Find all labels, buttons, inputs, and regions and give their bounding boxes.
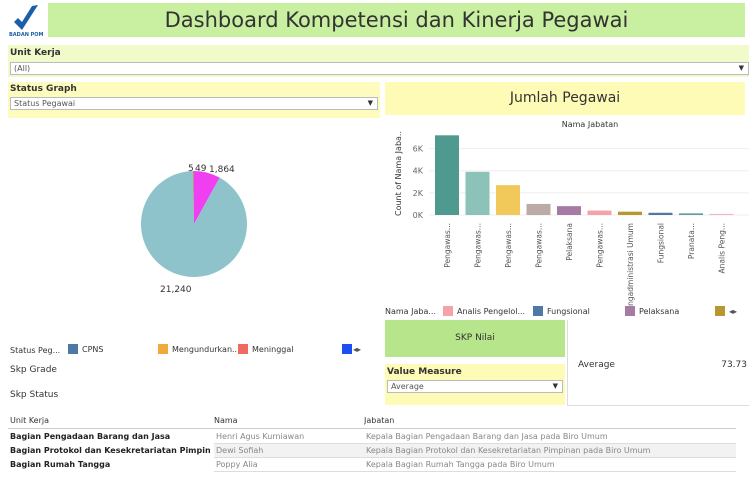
pie-chart: 1,864 21,240 5 49 Status Peg... CPNS Mengundur… [10,164,361,355]
table-cell: Poppy Alia [216,460,258,469]
legend-scroll: ◂▸ [353,345,361,354]
legend-swatch [238,344,248,354]
bar [587,210,612,215]
dropdown[interactable]: (All) ▼ [10,62,749,75]
caret: ▼ [738,64,744,72]
x-tick-label: Fungsional [657,223,666,263]
bar [679,213,703,215]
pie-slice [193,171,194,224]
bar [709,213,734,215]
bar [648,212,673,215]
table-cell: Bagian Protokol dan Kesekretariatan Pimp… [10,446,210,455]
legend-label: Meninggal [252,345,293,354]
bar [618,211,642,215]
bar [435,135,459,215]
y-tick-label: 6K [413,145,424,154]
legend-swatch [68,344,78,354]
row-background [214,444,736,458]
bar [496,185,520,215]
legend-label: CPNS [82,345,103,354]
value-measure-filter: Value Measure Average ▼ [385,364,565,405]
pie-slice [194,171,220,224]
y-tick-label: 2K [413,189,424,198]
logo-text: BADAN POM [9,32,44,38]
legend-label: Analis Pengelol... [457,307,525,316]
table: Unit Kerja Nama Jabatan Bagian Pengadaan Ba… [8,414,736,476]
legend-swatch [443,306,453,316]
pie-slice [141,171,248,277]
dropdown[interactable]: Average ▼ [387,380,563,393]
x-tick-label: Pengawas... [474,223,483,268]
table-cell: Dewi Sofiah [216,446,264,455]
panel-title: Jumlah Pegawai [385,82,745,115]
dropdown-value: (All) [14,64,31,73]
data-label: 5 [188,164,194,174]
skp-label: Skp Status [10,390,59,400]
x-tick-label: Pengawas... [596,223,605,268]
y-axis-label: Count of Nama Jaba.. [394,131,403,216]
row-background [214,430,736,444]
x-tick-label: Pranata... [687,223,696,259]
legend-swatch [158,344,168,354]
dropdown[interactable]: Status Pegawai ▼ [10,97,378,110]
unit-kerja-filter: Unit Kerja (All) ▼ [8,45,749,77]
status-graph-filter: Status Graph Status Pegawai ▼ [8,82,380,118]
filter-label: Status Graph [10,84,77,94]
header-band: Dashboard Kompetensi dan Kinerja Pegawai [48,3,745,37]
data-label: 1,864 [209,165,235,175]
table-cell: Bagian Rumah Tangga [10,460,111,469]
legend-label: Mengundurkan... [172,345,240,354]
legend-swatch [625,306,635,316]
x-tick-label: Pengawas... [504,223,513,268]
x-tick-label: Pengawas... [535,223,544,268]
average-card: Average 73.73 [567,320,749,406]
legend-swatch [533,306,543,316]
table-cell: Kepala Bagian Rumah Tangga pada Biro Umu… [366,460,555,469]
table-cell: Bagian Pengadaan Barang dan Jasa [10,432,171,441]
average-label: Average [578,360,615,370]
caret: ▼ [552,382,558,390]
x-tick-label: Pengadministrasi Umum [626,223,635,315]
header-title: Dashboard Kompetensi dan Kinerja Pegawai [164,8,629,32]
legend-swatch [715,306,725,316]
filter-label: Value Measure [387,367,462,377]
y-tick-label: 0K [413,211,424,220]
x-tick-label: Analis Peng... [718,223,727,273]
logo-mark [14,5,38,30]
legend-label: Pelaksana [639,307,679,316]
legend-scroll: ◂▸ [729,307,737,316]
logo: BADAN POM [9,5,44,38]
y-tick-label: 4K [413,167,424,176]
column-header: Unit Kerja [10,416,50,425]
dropdown-value: Average [391,382,424,391]
table-cell: Henri Agus Kurniawan [216,432,305,441]
bar-chart: Nama Jabatan Count of Nama Jaba.. 0K 2K 4K 6K… [385,120,749,316]
skp-label: Skp Grade [10,365,57,375]
legend-label: Fungsional [547,307,590,316]
x-tick-label: Pengawas... [443,223,452,268]
table-cell: Kepala Bagian Pengadaan Barang dan Jasa … [366,432,608,441]
column-header: Nama [214,416,238,425]
average-value: 73.73 [721,360,747,370]
legend-swatch [342,344,352,354]
column-header: Jabatan [364,416,395,425]
bar [557,206,581,215]
pie-slice [193,171,194,224]
dropdown-value: Status Pegawai [14,99,76,108]
header-rule [8,428,736,429]
data-label: 21,240 [160,285,192,295]
x-tick-label: Pelaksana [565,223,574,261]
bar [526,203,551,215]
table-cell: Kepala Bagian Protokol dan Kesekretariat… [366,446,651,455]
legend-title: Nama Jaba... [385,307,436,316]
filter-label: Unit Kerja [10,48,61,58]
row-background [214,458,736,472]
caret: ▼ [367,99,373,107]
data-label: 49 [195,164,207,174]
bar [465,171,490,215]
skp-button[interactable]: SKP Nilai [385,320,565,357]
legend-title: Status Peg... [10,346,60,355]
chart-title: Nama Jabatan [562,120,618,129]
